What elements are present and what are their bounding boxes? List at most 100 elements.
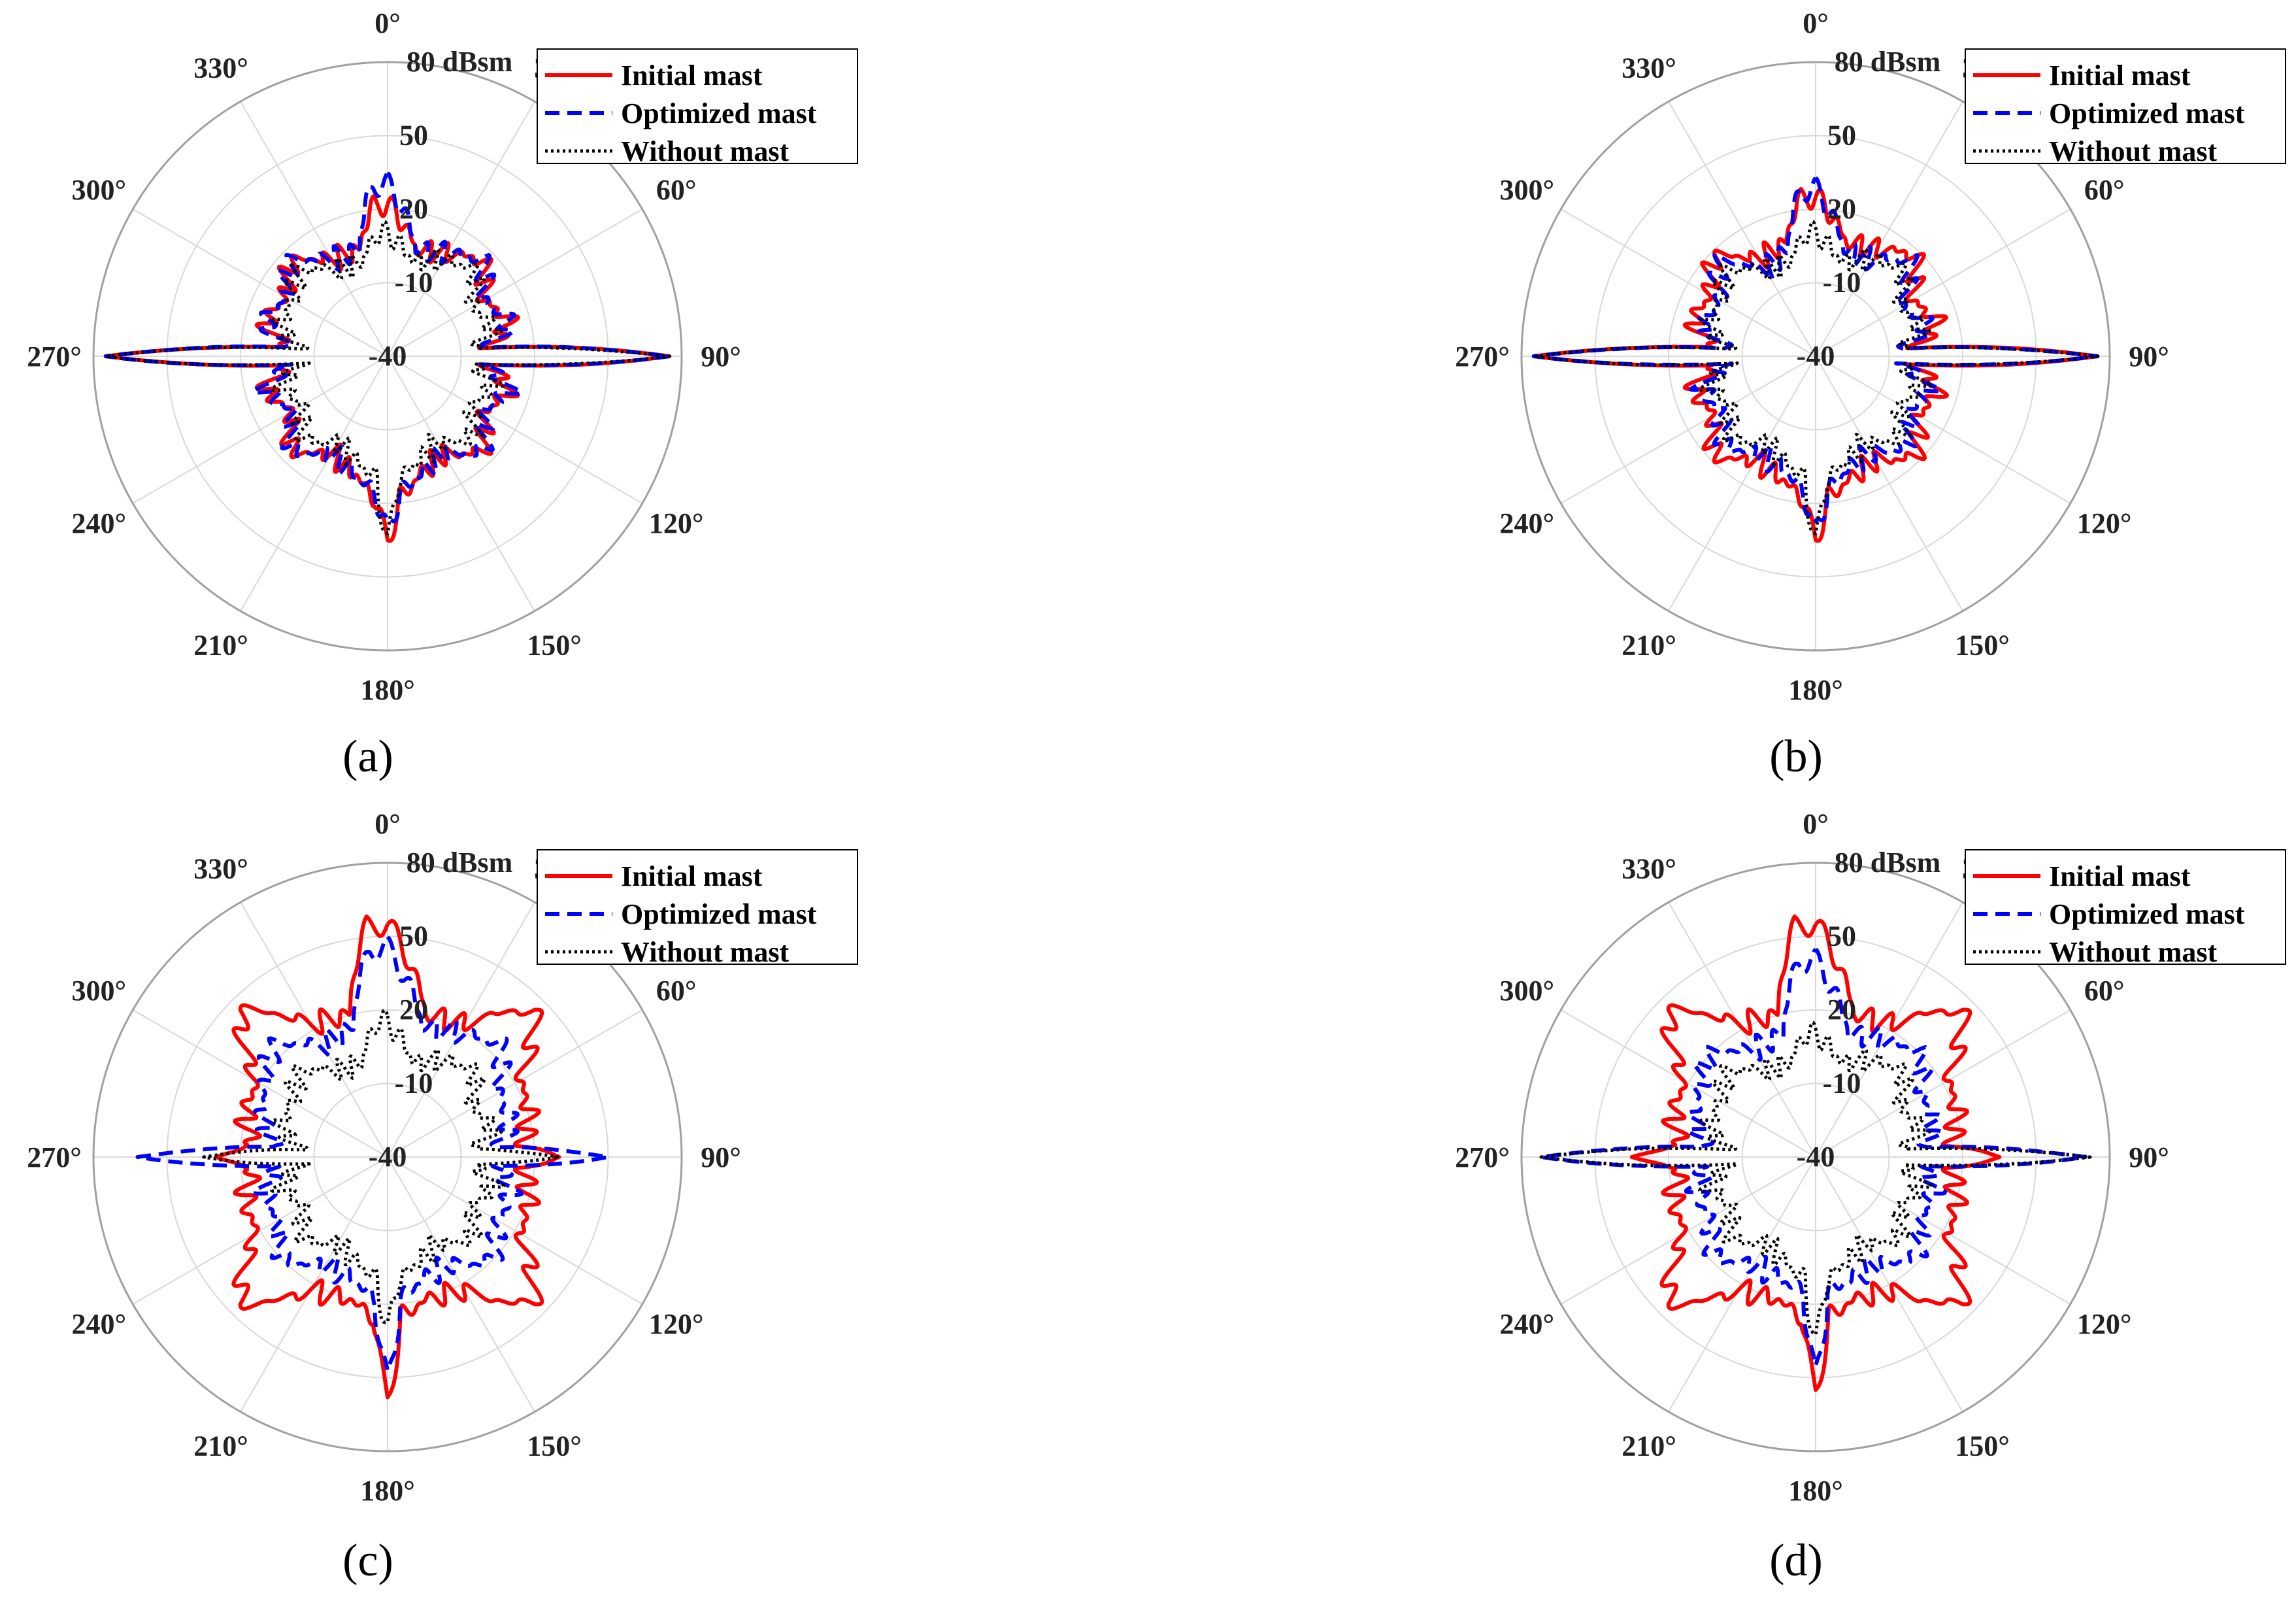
series-line-initial-mast (1531, 186, 2100, 543)
series-line-initial-mast (103, 194, 672, 543)
legend: Initial mast Optimized mast Without mast (1965, 849, 2286, 968)
angle-tick-label: 330° (193, 52, 248, 84)
angle-tick-label: 210° (193, 1430, 248, 1462)
angle-tick-label: 60° (2084, 975, 2125, 1007)
angle-tick-label: 240° (72, 1308, 127, 1340)
angle-tick-label: 240° (72, 507, 127, 539)
panel-caption: (a) (342, 731, 393, 782)
radial-gridline (1668, 1009, 1963, 1305)
radial-tick-label: 80 dBsm (1835, 46, 1941, 78)
angle-tick-label: 210° (1622, 1430, 1676, 1462)
legend: Initial mast Optimized mast Without mast (537, 849, 858, 968)
legend-label: Initial mast (621, 860, 763, 892)
radial-tick-label: 50 (1827, 920, 1856, 952)
angle-tick-label: 0° (1803, 7, 1829, 39)
series-line-without-mast (1532, 220, 2099, 536)
angle-tick-label: 90° (701, 341, 741, 373)
angle-tick-label: 0° (374, 7, 401, 39)
legend-label: Initial mast (2049, 860, 2191, 892)
radial-gridline (313, 282, 462, 431)
angle-tick-label: 330° (1622, 852, 1676, 884)
series-line-optimized-mast (1531, 176, 2100, 523)
angle-tick-label: 150° (1955, 630, 2010, 662)
angle-tick-label: 90° (701, 1141, 741, 1173)
angle-tick-label: 60° (656, 975, 697, 1007)
legend-label: Optimized mast (621, 898, 817, 930)
radial-tick-label: -40 (369, 1141, 407, 1173)
radial-tick-label: 20 (399, 994, 428, 1026)
angle-tick-label: 240° (1500, 1308, 1555, 1340)
radial-tick-label: 20 (1827, 193, 1856, 225)
series-line-initial-mast (1629, 914, 2002, 1392)
radial-gridline (1668, 209, 1963, 504)
polar-outer-ring (1520, 61, 2111, 652)
angle-tick-label: 270° (27, 341, 82, 373)
angle-tick-label: 150° (527, 1430, 582, 1462)
panel-caption: (c) (342, 1536, 393, 1586)
angle-tick-label: 330° (193, 852, 248, 884)
series-line-without-mast (1539, 1020, 2092, 1337)
angle-tick-label: 270° (1455, 1141, 1510, 1173)
legend-label: Without mast (621, 135, 789, 167)
panel-caption: (d) (1769, 1536, 1823, 1586)
angle-tick-label: 120° (649, 1308, 704, 1340)
radial-tick-label: 20 (399, 193, 428, 225)
radial-gridline (166, 935, 609, 1379)
legend-box (1965, 48, 2286, 164)
angle-tick-label: 270° (1455, 341, 1510, 373)
radial-gridline (240, 1009, 535, 1305)
angle-tick-label: 0° (374, 808, 401, 840)
radial-tick-label: -40 (1797, 340, 1835, 372)
radial-tick-label: 80 dBsm (407, 46, 513, 78)
angle-tick-label: 120° (649, 507, 704, 539)
angle-tick-label: 0° (1803, 808, 1829, 840)
series-line-without-mast (202, 1009, 561, 1324)
legend-label: Initial mast (2049, 59, 2191, 92)
angle-tick-label: 180° (1788, 674, 1843, 706)
angle-tick-label: 270° (27, 1141, 82, 1173)
polar-outer-ring (1520, 862, 2111, 1452)
radial-gridline (166, 135, 609, 578)
polar-outer-ring (92, 862, 683, 1452)
legend-box (537, 48, 858, 164)
legend-label: Without mast (2049, 936, 2217, 968)
angle-tick-label: 300° (1500, 975, 1555, 1007)
legend-box (537, 849, 858, 965)
legend-label: Without mast (621, 936, 789, 968)
angle-tick-label: 60° (2084, 174, 2125, 206)
angle-tick-label: 300° (1500, 174, 1555, 206)
legend-label: Optimized mast (2049, 97, 2245, 129)
series-line-optimized-mast (135, 935, 610, 1373)
angle-tick-label: 240° (1500, 507, 1555, 539)
angle-tick-label: 180° (1788, 1475, 1843, 1507)
angle-tick-label: 150° (527, 630, 582, 662)
legend-label: Without mast (2049, 135, 2217, 167)
legend-label: Optimized mast (2049, 898, 2245, 930)
radial-gridline (1741, 1083, 1890, 1232)
series-line-initial-mast (214, 914, 561, 1400)
radial-tick-label: -40 (369, 340, 407, 372)
panel-caption: (b) (1769, 731, 1823, 782)
angle-tick-label: 120° (2077, 507, 2132, 539)
radial-tick-label: -10 (1823, 1067, 1861, 1100)
series-line-optimized-mast (103, 171, 672, 524)
angle-tick-label: 180° (360, 1475, 415, 1507)
radial-tick-label: 50 (1827, 120, 1856, 152)
angle-tick-label: 90° (2129, 341, 2169, 373)
radial-tick-label: 80 dBsm (407, 847, 513, 879)
radial-gridline (1594, 135, 2037, 578)
angle-tick-label: 60° (656, 174, 697, 206)
angle-tick-label: 120° (2077, 1308, 2132, 1340)
radial-tick-label: -10 (1823, 267, 1861, 299)
angle-tick-label: 90° (2129, 1141, 2169, 1173)
radial-gridline (313, 1083, 462, 1232)
legend-label: Initial mast (621, 59, 763, 92)
polar-outer-ring (92, 61, 683, 652)
radial-tick-label: 50 (399, 920, 428, 952)
radial-tick-label: 50 (399, 120, 428, 152)
